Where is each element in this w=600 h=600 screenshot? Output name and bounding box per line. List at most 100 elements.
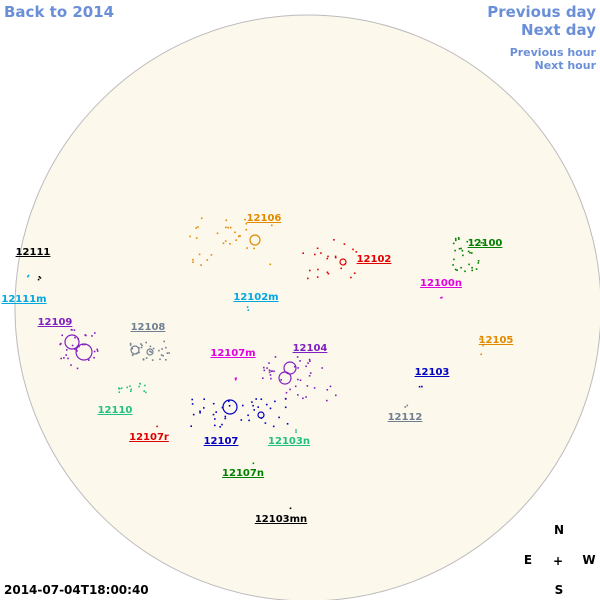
sunspot xyxy=(302,397,304,400)
sunspot xyxy=(145,357,148,359)
sunspot xyxy=(307,277,309,280)
region-label[interactable]: 12112 xyxy=(388,412,423,423)
sunspot xyxy=(158,349,160,352)
sunspot xyxy=(76,367,79,370)
sunspot xyxy=(247,309,250,311)
sunspot-umbra xyxy=(64,334,80,350)
sunspot xyxy=(350,276,352,279)
sunspot xyxy=(165,346,167,349)
sunspot xyxy=(149,350,151,353)
sunspot xyxy=(253,247,255,250)
sunspot xyxy=(308,358,311,361)
sunspot xyxy=(286,423,289,425)
sunspot xyxy=(210,254,213,256)
region-label[interactable]: 12100 xyxy=(468,238,503,249)
sunspot xyxy=(268,369,271,371)
sunspot-umbra xyxy=(339,258,347,266)
previous-day-link[interactable]: Previous day xyxy=(487,3,596,21)
sunspot xyxy=(263,366,265,369)
region-label[interactable]: 12103mn xyxy=(255,514,307,525)
sunspot xyxy=(244,218,246,221)
region-label[interactable]: 12107n xyxy=(222,468,264,479)
sunspot xyxy=(404,406,407,408)
sunspot xyxy=(305,365,307,368)
sunspot xyxy=(293,365,296,368)
region-label[interactable]: 12102 xyxy=(357,254,392,265)
sunspot xyxy=(225,226,227,229)
sunspot xyxy=(224,417,227,420)
sunspot xyxy=(284,406,287,409)
sunspot xyxy=(466,240,469,243)
sunspot xyxy=(225,219,228,222)
sunspot xyxy=(329,385,332,388)
sunspot xyxy=(71,344,74,347)
region-label[interactable]: 12107 xyxy=(204,436,239,447)
sunspot xyxy=(246,247,248,249)
sunspot xyxy=(477,262,480,264)
next-hour-link[interactable]: Next hour xyxy=(535,59,597,72)
sunspot xyxy=(302,252,304,254)
region-label[interactable]: 12108 xyxy=(131,322,166,333)
sunspot xyxy=(327,255,329,258)
sunspot xyxy=(140,346,143,349)
sunspot xyxy=(203,407,205,409)
sunspot xyxy=(126,386,128,389)
sunspot xyxy=(353,272,356,274)
region-label[interactable]: 12100n xyxy=(420,278,462,289)
sunspot xyxy=(228,400,230,403)
region-label[interactable]: 12102m xyxy=(233,292,278,303)
region-label[interactable]: 12104 xyxy=(293,343,328,354)
region-label[interactable]: 12111 xyxy=(16,247,51,258)
sunspot-umbra xyxy=(278,371,292,385)
region-label[interactable]: 12109 xyxy=(38,317,73,328)
region-label[interactable]: 12103 xyxy=(415,367,450,378)
sunspot xyxy=(309,269,311,272)
sunspot-umbra xyxy=(249,234,261,246)
sunspot xyxy=(326,257,329,260)
sunspot xyxy=(469,238,472,241)
sunspot xyxy=(118,391,121,393)
region-label[interactable]: 12103n xyxy=(268,436,310,447)
sunspot xyxy=(166,352,169,354)
compass-north: N xyxy=(554,523,564,537)
sunspot xyxy=(130,390,132,392)
sunspot xyxy=(257,406,259,408)
sunspot xyxy=(352,248,354,251)
region-label[interactable]: 12106 xyxy=(247,213,282,224)
sunspot xyxy=(280,379,282,381)
sunspot xyxy=(266,403,268,406)
sunspot xyxy=(326,389,329,391)
region-label[interactable]: 12110 xyxy=(98,405,133,416)
timestamp: 2014-07-04T18:00:40 xyxy=(4,583,149,597)
sunspot xyxy=(333,239,335,241)
sunspot xyxy=(335,394,337,397)
sunspot xyxy=(285,398,287,400)
region-label[interactable]: 12111m xyxy=(1,294,46,305)
sunspot xyxy=(219,426,221,428)
sunspot xyxy=(464,270,466,273)
sunspot xyxy=(144,384,146,387)
compass-west: W xyxy=(582,553,595,567)
sunspot xyxy=(458,247,461,250)
sunspot xyxy=(93,356,95,359)
sunspot xyxy=(163,340,165,343)
sunspot xyxy=(462,254,464,257)
region-label[interactable]: 12105 xyxy=(479,335,514,346)
sunspot xyxy=(453,258,455,261)
sunspot xyxy=(406,404,409,407)
sunspot xyxy=(268,362,270,364)
sunspot xyxy=(480,241,483,244)
sunspot xyxy=(39,277,42,279)
region-label[interactable]: 12107m xyxy=(210,348,255,359)
back-link[interactable]: Back to 2014 xyxy=(4,3,114,21)
region-label[interactable]: 12107r xyxy=(129,432,169,443)
next-day-link[interactable]: Next day xyxy=(521,21,596,39)
sunspot xyxy=(455,239,457,242)
sunspot xyxy=(70,364,72,366)
sunspot xyxy=(295,431,297,433)
previous-hour-link[interactable]: Previous hour xyxy=(510,46,597,59)
sunspot xyxy=(260,398,263,400)
sunspot xyxy=(340,267,342,270)
sunspot-umbra xyxy=(222,399,238,415)
sunspot xyxy=(474,240,477,242)
